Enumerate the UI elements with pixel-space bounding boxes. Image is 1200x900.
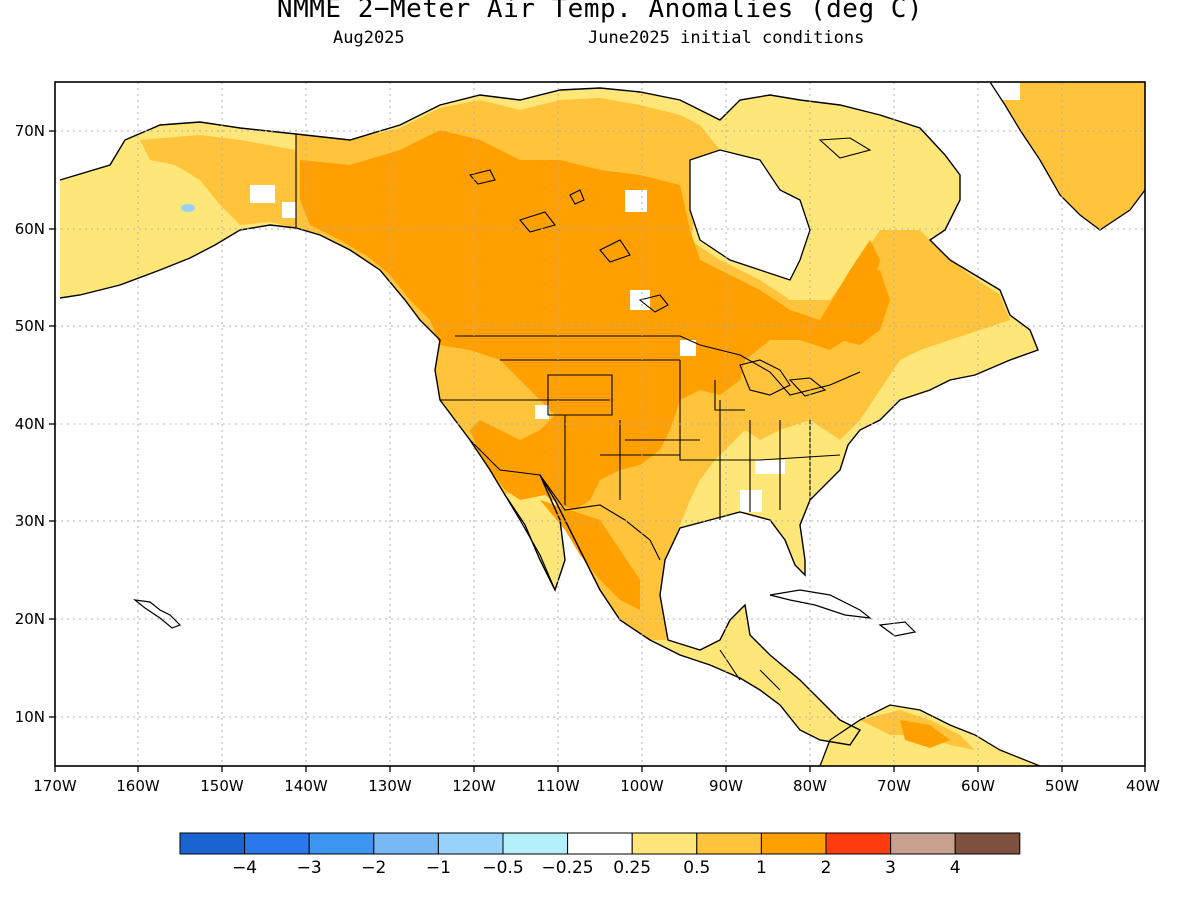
lon-label: 40W <box>1126 777 1160 795</box>
anomaly-patch-negative-alaska <box>181 204 195 212</box>
colorbar-swatch <box>179 832 246 855</box>
lon-label: 120W <box>452 777 496 795</box>
valid-month-label: Aug2025 <box>333 28 405 48</box>
longitude-labels: 170W 160W 150W 140W 130W 120W 110W 100W … <box>33 777 1160 795</box>
lon-label: 70W <box>877 777 911 795</box>
lon-label: 150W <box>200 777 244 795</box>
colorbar-label: −0.25 <box>542 858 594 878</box>
south-america-coastline <box>819 704 1041 766</box>
colorbar-label: −0.5 <box>482 858 523 878</box>
lon-label: 50W <box>1045 777 1079 795</box>
colorbar-label: −2 <box>361 858 386 878</box>
colorbar-swatch <box>631 832 698 855</box>
cuba-outline <box>769 589 873 619</box>
lon-label: 100W <box>620 777 664 795</box>
greenland-land <box>990 82 1145 230</box>
lon-label: 80W <box>793 777 827 795</box>
colorbar-swatch <box>308 832 375 855</box>
colorbar-label: −3 <box>297 858 322 878</box>
colorbar: −4 −3 −2 −1 −0.5 −0.25 0.25 0.5 1 2 3 4 <box>179 832 1021 878</box>
lakes <box>468 137 872 397</box>
colorbar-label: −4 <box>232 858 257 878</box>
colorbar-label: 0.5 <box>683 858 710 878</box>
lat-label: 30N <box>15 512 45 530</box>
hispaniola-outline <box>878 621 917 637</box>
lon-label: 110W <box>536 777 580 795</box>
colorbar-swatch <box>954 832 1021 855</box>
lat-label: 70N <box>15 122 45 140</box>
colorbar-label: 3 <box>885 858 896 878</box>
colorbar-label: 4 <box>950 858 961 878</box>
anomaly-patch-neutral-tennessee <box>755 460 785 474</box>
colorbar-swatch <box>567 832 633 855</box>
anomaly-area-1-2-mexico <box>540 500 640 610</box>
colorbar-swatch <box>760 832 827 855</box>
lon-label: 170W <box>33 777 77 795</box>
lat-label: 20N <box>15 610 45 628</box>
greenland-coastline <box>989 82 1145 231</box>
colorbar-label: 0.25 <box>613 858 651 878</box>
anomaly-area-0.5-1-alaska <box>140 135 296 228</box>
colorbar-swatch <box>825 832 892 855</box>
anomaly-patch-neutral-yukon <box>282 202 296 218</box>
hudson-bay-coastline <box>689 149 811 281</box>
lat-label: 50N <box>15 317 45 335</box>
axis-ticks <box>49 130 1146 772</box>
lon-label: 140W <box>284 777 328 795</box>
anomaly-patch-neutral-ontario <box>680 340 696 356</box>
lon-label: 90W <box>709 777 743 795</box>
init-conditions-label: June2025 initial conditions <box>588 28 865 48</box>
colorbar-swatch <box>373 832 439 855</box>
hudson-bay-water <box>690 150 810 280</box>
north-america-coastline <box>59 87 1039 746</box>
political-boundaries <box>295 134 861 691</box>
colorbar-swatch <box>244 832 310 855</box>
anomaly-patch-neutral-utah <box>535 405 549 419</box>
colorbar-swatch <box>890 832 956 855</box>
hawaii-outline <box>132 599 182 629</box>
colorbar-label: −1 <box>426 858 451 878</box>
anomaly-patch-neutral-alabama <box>740 490 762 512</box>
lon-label: 160W <box>116 777 160 795</box>
colorbar-label: 2 <box>821 858 832 878</box>
colorbar-swatch <box>502 832 569 855</box>
graticule <box>55 82 1145 766</box>
anomaly-area-1-2-venezuela <box>900 720 950 748</box>
lat-label: 40N <box>15 415 45 433</box>
latitude-labels: 70N 60N 50N 40N 30N 20N 10N <box>15 122 45 726</box>
colorbar-label: 1 <box>756 858 767 878</box>
map-title: NMME 2−Meter Air Temp. Anomalies (deg C) <box>276 0 924 24</box>
gulf-of-california-outline <box>504 494 556 591</box>
lon-label: 60W <box>961 777 995 795</box>
lon-label: 130W <box>368 777 412 795</box>
anomaly-area-1-2-core <box>300 130 880 510</box>
lat-label: 10N <box>15 708 45 726</box>
lat-label: 60N <box>15 220 45 238</box>
anomaly-patch-neutral-alaska <box>250 185 275 203</box>
anomaly-patch-neutral-nunavut <box>625 190 647 212</box>
colorbar-swatch <box>437 832 504 855</box>
anomaly-patch-neutral-baffin <box>960 82 1020 100</box>
colorbar-swatch <box>696 832 762 855</box>
